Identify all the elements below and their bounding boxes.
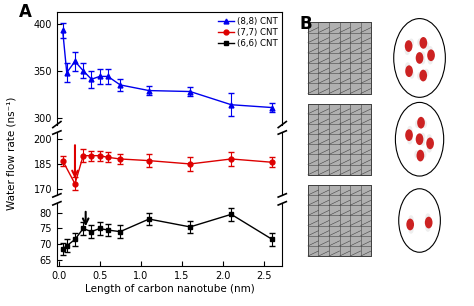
Text: A: A	[18, 3, 31, 21]
Circle shape	[428, 56, 433, 65]
Circle shape	[409, 39, 414, 47]
Legend: (8,8) CNT, (7,7) CNT, (6,6) CNT: (8,8) CNT, (7,7) CNT, (6,6) CNT	[217, 15, 280, 50]
FancyBboxPatch shape	[308, 185, 371, 256]
Circle shape	[405, 40, 412, 52]
Circle shape	[406, 218, 414, 230]
Circle shape	[405, 47, 410, 55]
Circle shape	[425, 213, 430, 222]
Circle shape	[416, 133, 423, 145]
Circle shape	[415, 120, 420, 128]
Circle shape	[409, 71, 414, 79]
Circle shape	[427, 134, 432, 142]
Circle shape	[420, 132, 425, 141]
Circle shape	[408, 226, 414, 234]
Circle shape	[417, 38, 422, 47]
Circle shape	[416, 52, 423, 64]
Circle shape	[427, 49, 435, 61]
Circle shape	[394, 19, 446, 97]
Circle shape	[407, 126, 412, 134]
Circle shape	[420, 57, 425, 65]
Circle shape	[425, 224, 430, 232]
Circle shape	[420, 138, 425, 146]
FancyBboxPatch shape	[308, 22, 371, 94]
Circle shape	[426, 137, 434, 149]
Circle shape	[427, 144, 432, 153]
Circle shape	[422, 120, 427, 128]
Circle shape	[399, 189, 440, 252]
Circle shape	[417, 117, 425, 129]
FancyBboxPatch shape	[308, 104, 371, 175]
Circle shape	[428, 46, 433, 54]
Circle shape	[419, 70, 427, 81]
Text: Water flow rate (ns⁻¹): Water flow rate (ns⁻¹)	[7, 96, 17, 210]
Circle shape	[417, 72, 422, 80]
Circle shape	[408, 215, 414, 223]
Circle shape	[420, 51, 425, 59]
Circle shape	[395, 103, 444, 176]
Circle shape	[424, 69, 429, 77]
Circle shape	[407, 136, 412, 144]
Circle shape	[421, 150, 427, 159]
Circle shape	[425, 217, 432, 229]
Circle shape	[405, 62, 410, 70]
Text: B: B	[300, 15, 312, 33]
X-axis label: Length of carbon nanotube (nm): Length of carbon nanotube (nm)	[85, 284, 255, 294]
Circle shape	[405, 65, 413, 77]
Circle shape	[405, 129, 413, 141]
Circle shape	[424, 42, 429, 50]
Circle shape	[417, 150, 424, 162]
Circle shape	[419, 37, 427, 49]
Circle shape	[414, 150, 419, 159]
